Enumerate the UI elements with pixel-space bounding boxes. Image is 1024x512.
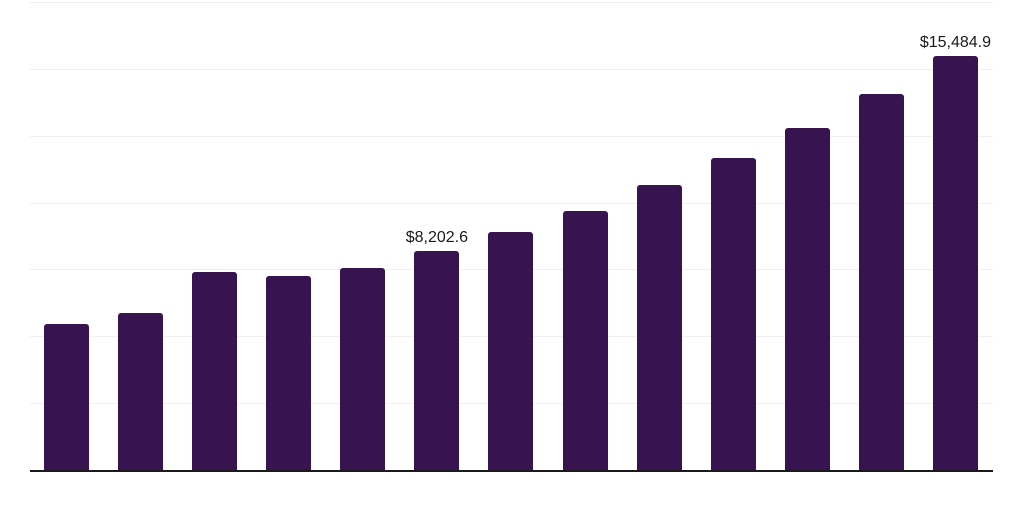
bar-2025 (562, 210, 608, 470)
bar-2026 (636, 184, 682, 470)
bar-group-2030: $15,484.92030 (920, 34, 991, 470)
bar-group-2027: 2027 (710, 157, 756, 470)
bar-group-2021: 2021 (266, 275, 312, 470)
bar-group-2023: $8,202.62023 (406, 229, 468, 470)
bar-2019 (118, 312, 164, 470)
bar-group-2019: 2019 (118, 312, 164, 470)
plot-area: 2018 2019 2020 2021 2022 $8,202.62023 2024 2025… (30, 0, 993, 512)
value-label-2030: $15,484.9 (919, 33, 992, 51)
gridline-10000 (30, 202, 993, 204)
bar-2018 (44, 324, 89, 470)
bar-group-2028: 2028 (784, 127, 830, 470)
gridline-12500 (30, 135, 993, 137)
x-axis-line (30, 470, 993, 472)
bar-2023 (414, 250, 460, 470)
bar-2030 (932, 55, 978, 470)
bar-2029 (858, 94, 904, 470)
gridline-15000 (30, 68, 993, 70)
bar-2028 (784, 127, 830, 470)
bars-row: 2018 2019 2020 2021 2022 $8,202.62023 2024 2025… (44, 0, 991, 470)
bar-2022 (340, 268, 386, 470)
gridline-17500 (30, 2, 993, 3)
bar-group-2024: 2024 (488, 231, 534, 470)
bar-2027 (710, 157, 756, 470)
bar-group-2026: 2026 (636, 184, 682, 470)
bar-group-2022: 2022 (340, 268, 386, 470)
bar-2020 (192, 271, 238, 470)
bar-2024 (488, 231, 534, 470)
value-label-2023: $8,202.6 (405, 228, 469, 246)
bar-2021 (266, 275, 312, 470)
bar-group-2020: 2020 (192, 271, 238, 470)
bar-group-2029: 2029 (858, 94, 904, 470)
bar-group-2025: 2025 (562, 210, 608, 470)
bar-group-2018: 2018 (44, 324, 89, 470)
